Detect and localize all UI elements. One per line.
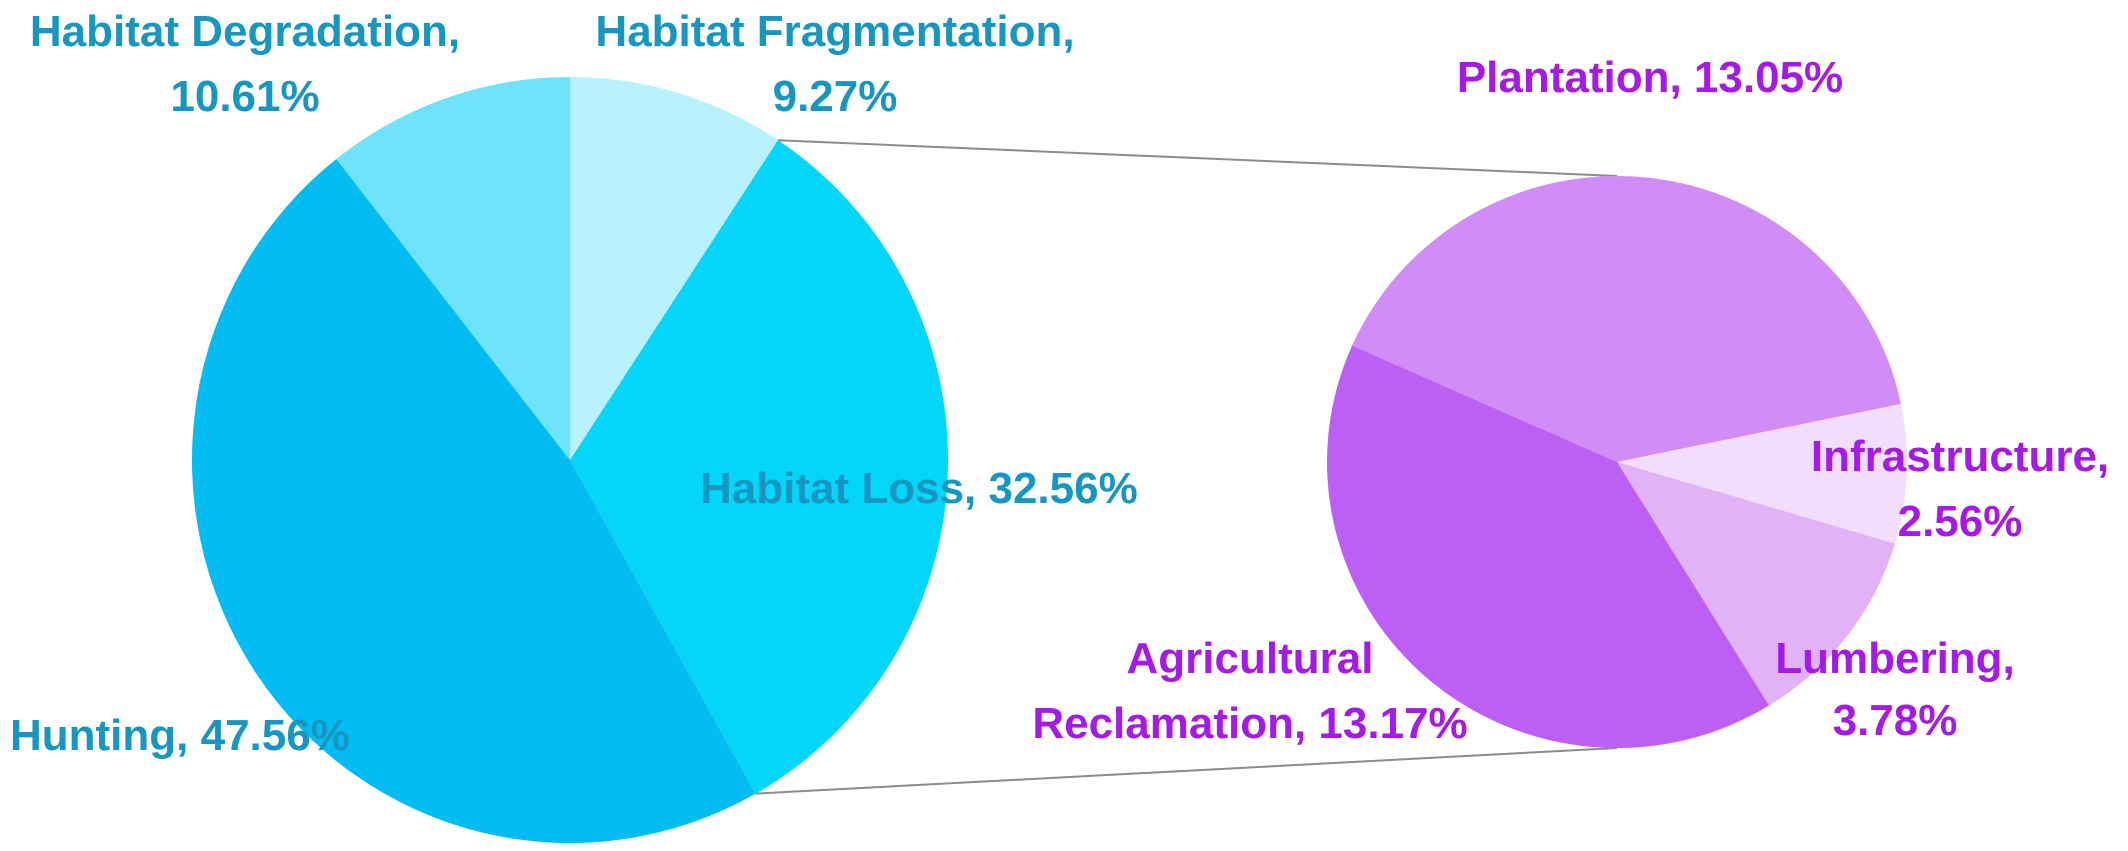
slice-label-habitat-loss: Habitat Loss, 32.56% bbox=[700, 464, 1138, 513]
pie-slice-habitat-loss-32-56 bbox=[570, 140, 949, 794]
connector-lines bbox=[755, 139, 1618, 795]
slice-label-infrastructure: Infrastructure, bbox=[1811, 432, 2109, 481]
pie-slice-hunting-47-56 bbox=[191, 159, 756, 844]
slice-value-agricultural-reclamation: Reclamation, 13.17% bbox=[1032, 699, 1467, 748]
slice-label-habitat-degradation: Habitat Degradation, bbox=[30, 7, 460, 56]
secondary-pie-labels: Plantation, 13.05% Infrastructure, 2.56%… bbox=[1032, 53, 2109, 748]
slice-value-habitat-fragmentation: 9.27% bbox=[773, 72, 898, 121]
slice-label-hunting: Hunting, 47.56% bbox=[10, 711, 350, 760]
secondary-pie bbox=[1326, 175, 1907, 749]
main-pie bbox=[191, 76, 949, 844]
connector-line-bottom bbox=[755, 747, 1618, 795]
slice-label-agricultural-reclamation: Agricultural bbox=[1127, 634, 1374, 683]
pie-slice-plantation-13-05 bbox=[1352, 175, 1901, 463]
pie-slice-lumbering-3-78 bbox=[1617, 462, 1895, 706]
pie-slice-habitat-degradation-10-61 bbox=[336, 77, 570, 460]
pie-slice-agricultural-reclamation-13-17 bbox=[1326, 345, 1770, 749]
slice-value-infrastructure: 2.56% bbox=[1898, 497, 2023, 546]
pie-slice-habitat-fragmentation-9-27 bbox=[570, 76, 778, 460]
slice-label-plantation: Plantation, 13.05% bbox=[1457, 53, 1843, 102]
slice-value-lumbering: 3.78% bbox=[1833, 696, 1958, 745]
pie-slice-infrastructure-2-56 bbox=[1617, 403, 1907, 544]
slice-value-habitat-degradation: 10.61% bbox=[170, 72, 319, 121]
connector-line-top bbox=[777, 139, 1618, 177]
main-pie-labels: Habitat Fragmentation, 9.27% Habitat Deg… bbox=[10, 7, 1138, 760]
slice-label-habitat-fragmentation: Habitat Fragmentation, bbox=[595, 7, 1074, 56]
slice-label-lumbering: Lumbering, bbox=[1775, 634, 2015, 683]
